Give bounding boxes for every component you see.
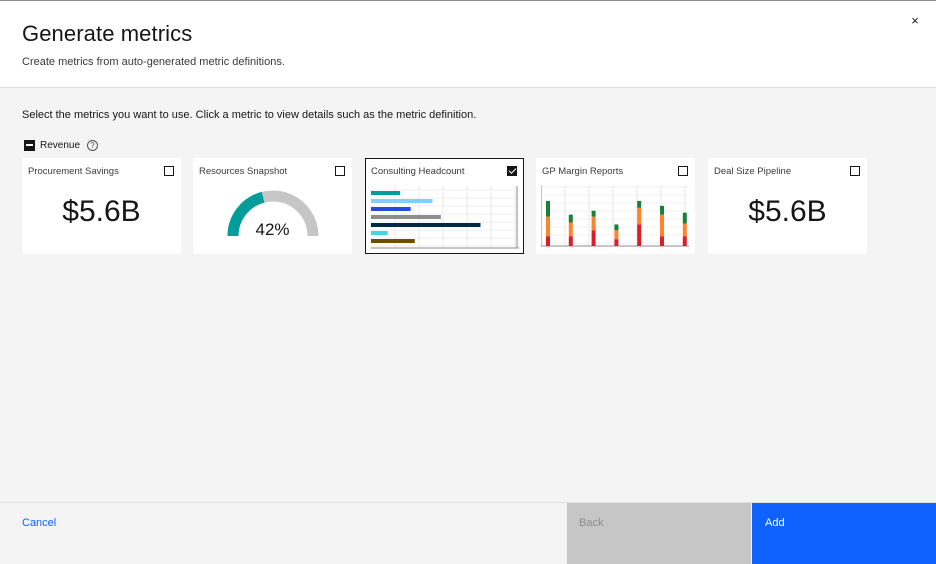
revenue-group: Revenue ? <box>24 138 99 152</box>
metric-card-consulting-headcount[interactable]: Consulting Headcount <box>365 158 524 254</box>
bar-segment <box>546 216 550 237</box>
add-button[interactable]: Add <box>752 503 936 564</box>
group-label: Revenue <box>40 139 81 151</box>
card-title: GP Margin Reports <box>542 166 624 177</box>
bar-segment <box>568 236 573 246</box>
card-title: Consulting Headcount <box>371 166 465 177</box>
bar <box>371 239 415 243</box>
modal-subtitle: Create metrics from auto-generated metri… <box>22 56 285 68</box>
gauge-value: 42% <box>255 220 290 239</box>
bar-segment <box>660 236 664 246</box>
modal-footer: Cancel Back Add <box>0 502 936 564</box>
metric-value: $5.6B <box>748 195 827 228</box>
close-icon[interactable]: × <box>911 12 919 28</box>
bar-segment <box>637 224 642 246</box>
bar <box>371 191 401 195</box>
bar-segment <box>591 210 596 217</box>
bar-segment <box>546 236 550 246</box>
metric-card-gp-margin-reports[interactable]: GP Margin Reports <box>536 158 695 254</box>
card-checkbox[interactable] <box>850 166 860 176</box>
bar-segment <box>682 212 687 224</box>
modal-header: Generate metrics Create metrics from aut… <box>0 1 936 88</box>
bar-segment <box>682 236 687 246</box>
group-indeterminate-checkbox[interactable] <box>24 139 35 151</box>
gauge-chart <box>227 190 319 237</box>
metric-value: $5.6B <box>62 195 141 228</box>
card-title: Resources Snapshot <box>199 166 288 177</box>
metric-card-resources-snapshot[interactable]: Resources Snapshot 42% <box>193 158 352 254</box>
card-checkbox[interactable] <box>164 166 174 176</box>
card-title: Deal Size Pipeline <box>714 166 792 177</box>
gauge-fill <box>227 191 265 237</box>
bar-segment <box>614 224 619 231</box>
metric-card-deal-size-pipeline[interactable]: Deal Size Pipeline $5.6B <box>708 158 867 254</box>
bar-segment <box>591 216 596 231</box>
card-checkbox[interactable] <box>335 166 345 176</box>
checkmark-icon <box>508 166 517 174</box>
modal-title: Generate metrics <box>22 21 193 46</box>
back-button[interactable]: Back <box>567 503 751 564</box>
bar <box>371 215 441 219</box>
instructions-text: Select the metrics you want to use. Clic… <box>22 109 477 121</box>
bar-segment <box>591 230 596 246</box>
bar-segment <box>637 207 642 225</box>
bar <box>371 223 481 227</box>
cancel-button[interactable]: Cancel <box>22 517 57 529</box>
help-icon[interactable]: ? <box>87 139 99 151</box>
bar <box>371 207 411 211</box>
bar-segment <box>568 222 573 237</box>
bar-segment <box>660 205 664 215</box>
card-title: Procurement Savings <box>28 166 119 177</box>
card-checkbox[interactable] <box>678 166 688 176</box>
margin-stacked-chart <box>541 185 689 247</box>
card-checkbox-checked[interactable] <box>507 166 517 176</box>
bar-segment <box>614 230 619 240</box>
bar <box>371 231 388 235</box>
bar <box>371 199 433 203</box>
metric-card-procurement-savings[interactable]: Procurement Savings $5.6B <box>22 158 181 254</box>
headcount-bar-chart <box>371 186 519 249</box>
bar-segment <box>682 223 687 237</box>
bar-segment <box>637 200 642 208</box>
bar-segment <box>568 214 573 223</box>
bar-segment <box>614 239 619 246</box>
bar-segment <box>546 200 550 217</box>
bar-segment <box>660 214 664 237</box>
